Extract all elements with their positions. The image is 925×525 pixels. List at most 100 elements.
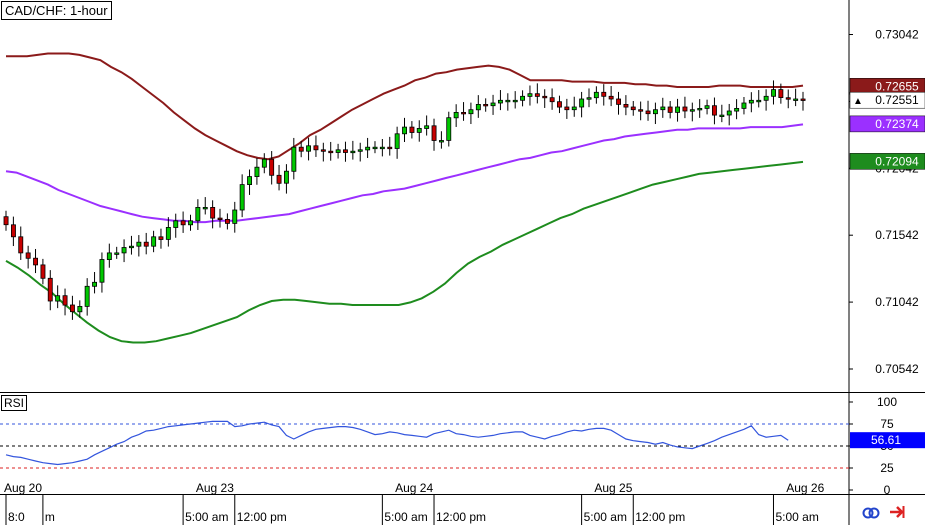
candle-body <box>778 89 784 98</box>
candle-body <box>490 102 496 107</box>
candle-body <box>84 285 90 307</box>
candle-body <box>704 105 710 109</box>
candle-body <box>475 104 481 111</box>
date-label: Aug 26 <box>786 481 824 495</box>
candle-body <box>173 220 179 228</box>
candle-body <box>387 146 393 150</box>
price-tag-label: 0.72374 <box>875 117 919 131</box>
price-tick-label: 0.70542 <box>875 362 919 376</box>
candle-body <box>534 93 540 97</box>
candle-body <box>239 184 245 211</box>
lower-band-line <box>5 160 804 344</box>
time-label: 5:00 am <box>775 510 818 524</box>
candle-body <box>335 149 341 153</box>
candle-body <box>291 146 297 172</box>
arrow-icon[interactable] <box>888 503 906 521</box>
candle-body <box>557 101 562 108</box>
candle-body <box>438 140 444 143</box>
candle-body <box>726 110 732 116</box>
upper-band-line <box>6 52 804 161</box>
candle-body <box>734 108 740 112</box>
price-tag-box <box>849 115 925 133</box>
candle-body <box>357 149 363 152</box>
candle-body <box>653 109 658 115</box>
candle-body <box>165 226 171 240</box>
candle-body <box>756 99 762 103</box>
candle-body <box>505 99 511 103</box>
rsi-tag-box <box>850 432 925 449</box>
time-label: 5:00 am <box>384 510 427 524</box>
rsi-tag-label: 56.61 <box>871 433 901 447</box>
candle-body <box>62 295 68 306</box>
price-tick-label: 0.73042 <box>875 28 919 42</box>
candle-body <box>269 158 275 176</box>
candle-body <box>320 149 326 152</box>
candle-body <box>800 98 806 101</box>
candle-body <box>158 236 164 240</box>
candle-body <box>350 150 356 154</box>
time-label: 12:00 pm <box>436 510 486 524</box>
candle-body <box>3 216 9 226</box>
price-tag-box <box>849 153 925 170</box>
candle-body <box>47 277 53 302</box>
rsi-line <box>5 420 789 466</box>
candle-body <box>697 108 703 111</box>
candle-body <box>601 91 607 97</box>
candle-body <box>689 109 695 112</box>
candle-body <box>99 259 105 283</box>
candle-body <box>461 112 466 115</box>
candle-body <box>593 91 599 99</box>
candle-body <box>247 176 252 186</box>
candle-body <box>424 125 430 129</box>
price-tags: 0.72655 ▲ 0.72551 0.72374 0.72094 56.61 <box>849 78 925 449</box>
candle-body <box>188 220 193 226</box>
rsi-label: RSI <box>1 395 28 411</box>
price-tag-label: 0.72655 <box>875 79 919 93</box>
candle-body <box>771 89 776 97</box>
candle-body <box>33 257 38 266</box>
candle-body <box>431 125 437 141</box>
candle-body <box>712 105 717 116</box>
candle-body <box>468 109 474 115</box>
candle-body <box>453 112 459 119</box>
candle-body <box>143 241 149 247</box>
time-label: 8:0 <box>8 510 25 524</box>
candle-body <box>446 117 452 141</box>
candle-body <box>785 97 791 100</box>
candle-body <box>608 95 614 100</box>
candle-body <box>527 93 533 97</box>
middle-band-line <box>5 123 804 224</box>
candle-body <box>483 104 489 107</box>
candle-body <box>121 247 127 254</box>
time-label: m <box>45 510 55 524</box>
candle-body <box>151 236 157 247</box>
candle-body <box>40 264 46 279</box>
crosshair-icon[interactable] <box>862 503 880 521</box>
candle-body <box>542 95 548 99</box>
candle-body <box>719 114 725 117</box>
price-tag-marker: ▲ <box>853 96 863 107</box>
candle-body <box>195 206 201 222</box>
candle-body <box>306 145 311 152</box>
candle-body <box>136 241 142 247</box>
bollinger-bands <box>5 52 804 344</box>
rsi-tick-label: 25 <box>880 461 894 475</box>
candle-body <box>202 206 208 210</box>
rsi-tick-label: 75 <box>880 417 894 431</box>
price-tag-label: 0.72094 <box>875 154 919 168</box>
candle-body <box>106 252 112 260</box>
candle-body <box>586 97 592 100</box>
candle-body <box>402 126 407 135</box>
candle-body <box>579 98 585 108</box>
candle-body <box>623 104 629 108</box>
candle-body <box>763 95 769 101</box>
candle-body <box>365 146 371 151</box>
candle-body <box>409 126 415 133</box>
candle-body <box>667 106 673 113</box>
candle-body <box>10 224 16 238</box>
time-label: 5:00 am <box>584 510 627 524</box>
candle-body <box>232 209 238 224</box>
candle-body <box>128 245 134 249</box>
